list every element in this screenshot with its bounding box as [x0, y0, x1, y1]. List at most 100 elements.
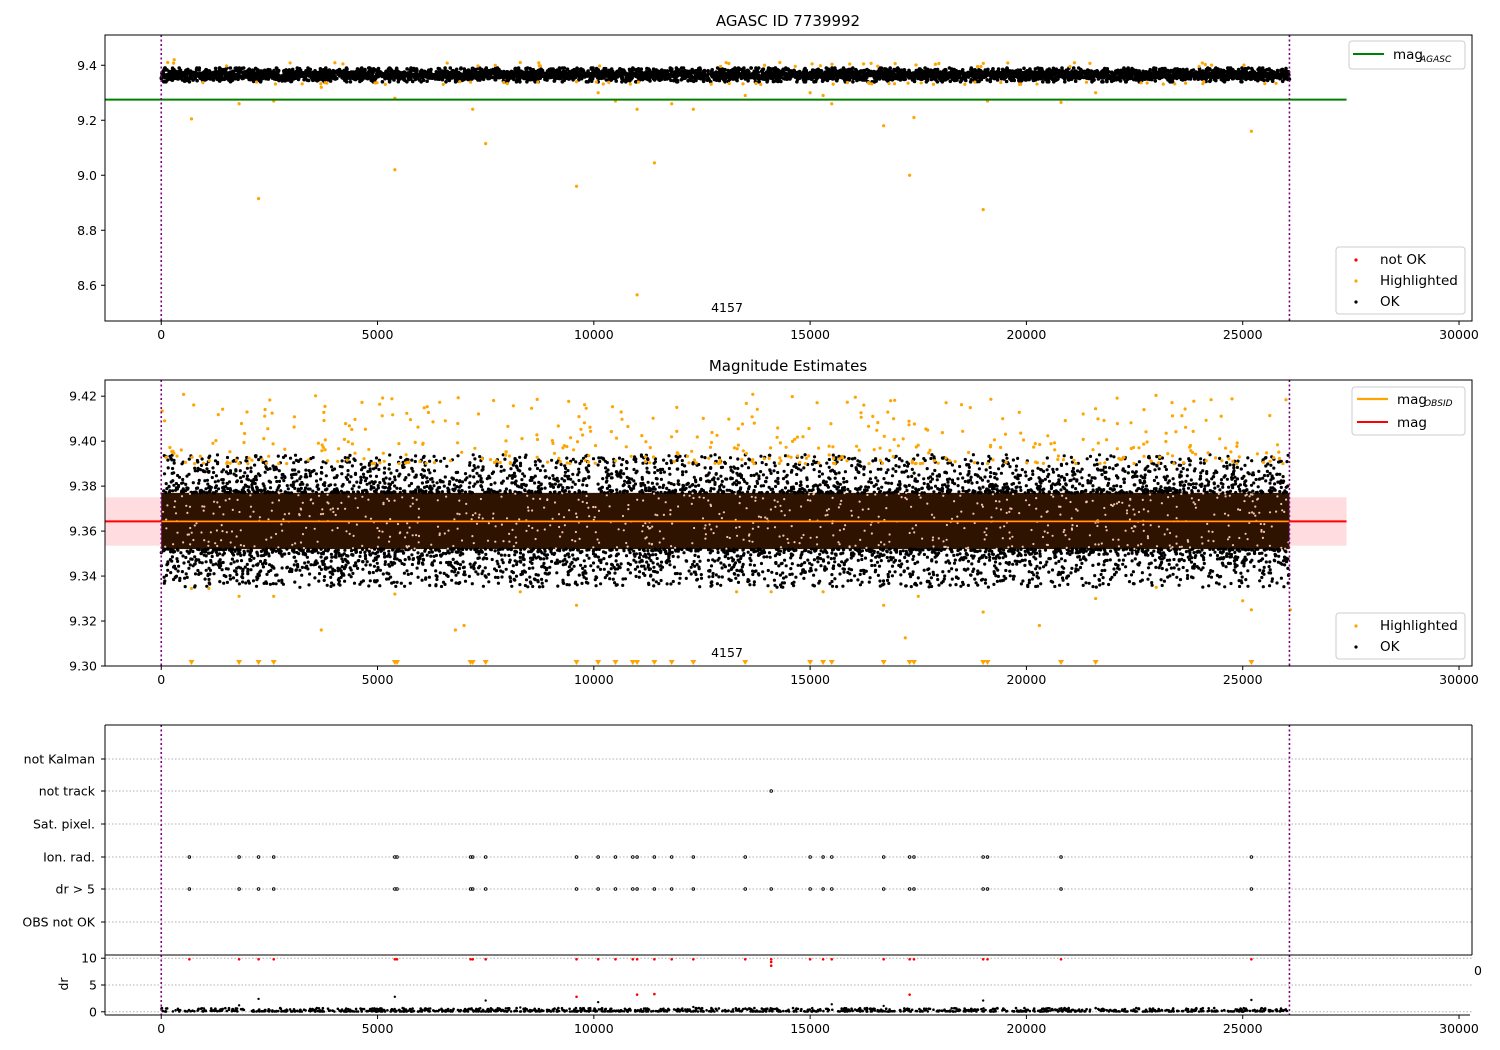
top-ok-point [1066, 70, 1071, 74]
top-ok-point [805, 71, 810, 76]
top-ok-point [679, 78, 684, 82]
top-ok-point [380, 80, 385, 84]
top-ok-point [1191, 72, 1196, 76]
top-ok-point [1057, 68, 1061, 73]
top-ok-point [522, 76, 527, 81]
top-ok-point [261, 73, 265, 77]
top-ok-point [759, 69, 764, 74]
top-ok-point [335, 70, 339, 74]
top-ok-point [614, 79, 618, 83]
top-ok-point [776, 71, 781, 76]
top-ok-point [821, 78, 825, 82]
top-ok-point [1274, 71, 1279, 75]
top-ok-point [706, 69, 710, 73]
top-ok-point [476, 78, 480, 82]
top-ok-point [1232, 75, 1236, 80]
top-ok-point [1004, 79, 1009, 84]
top-ok-point [359, 78, 364, 82]
top-ok-point [348, 80, 353, 84]
top-ok-point [1260, 68, 1265, 73]
top-ok-point [586, 69, 590, 73]
top-ok-point [203, 77, 207, 82]
top-ok-point [195, 78, 199, 83]
top-ok-point [848, 75, 852, 80]
top-ok-point [803, 68, 808, 73]
top-ok-point [230, 75, 234, 79]
top-ok-point [827, 70, 832, 74]
top-ok-point [172, 73, 177, 77]
top-ok-point [477, 73, 481, 77]
top-ok-point [1043, 73, 1047, 77]
top-ok-point [688, 76, 693, 80]
top-ok-point [986, 69, 990, 74]
top-ok-point [698, 66, 702, 70]
top-panel-title: AGASC ID 7739992 [716, 12, 860, 30]
top-ok-point [814, 74, 819, 78]
top-ok-point [939, 78, 943, 83]
top-ok-point [383, 76, 387, 81]
top-ok-point [1045, 80, 1049, 84]
top-ok-point [318, 69, 323, 74]
top-ok-point [755, 68, 759, 72]
top-ok-point [177, 66, 181, 70]
top-ok-point [307, 73, 311, 77]
top-ok-point [751, 75, 756, 79]
top-ok-point [1196, 76, 1201, 81]
top-ok-point [734, 74, 739, 79]
top-ok-point [561, 69, 566, 74]
top-ok-point [1118, 79, 1123, 83]
top-ok-point [448, 66, 453, 70]
top-ok-point [1022, 66, 1026, 71]
top-ok-point [1109, 79, 1114, 84]
top-ok-point [520, 73, 524, 78]
top-ok-point [332, 71, 336, 75]
top-ok-point [189, 76, 194, 81]
top-ok-point [786, 68, 791, 72]
top-ok-point [1270, 79, 1275, 83]
top-ok-point [1060, 66, 1064, 70]
top-ok-point [419, 69, 423, 74]
top-ok-point [1212, 68, 1216, 72]
top-ok-point [462, 67, 467, 71]
top-ok-point [443, 66, 447, 70]
top-ok-point [952, 74, 956, 78]
top-ok-point [267, 68, 272, 73]
top-ok-point [459, 67, 463, 71]
top-ok-point [318, 72, 323, 77]
top-ok-point [746, 71, 751, 76]
top-ok-point [1123, 73, 1127, 78]
top-ok-point [1052, 71, 1057, 75]
top-ok-point [902, 74, 906, 79]
top-ok-point [789, 74, 793, 79]
top-ok-point [484, 66, 489, 70]
top-ok-point [330, 75, 335, 79]
top-ok-point [586, 72, 590, 77]
top-ok-point [1158, 71, 1163, 75]
top-ok-point [1042, 76, 1047, 81]
top-ok-point [1132, 77, 1136, 82]
top-ok-point [1260, 72, 1264, 76]
top-ok-point [943, 68, 947, 72]
top-ok-point [990, 71, 995, 76]
top-ok-point [943, 77, 948, 82]
top-ok-point [557, 66, 562, 70]
top-ok-point [808, 74, 812, 79]
top-panel-plot-area: 0 5000 10000 15000 20000 25000 300008.68.89.09… [77, 35, 1479, 342]
top-ok-point [969, 78, 973, 82]
top-ok-point [1126, 66, 1130, 70]
top-ok-point [545, 78, 549, 82]
top-ok-point [396, 79, 401, 84]
top-ok-point [980, 71, 984, 75]
top-ok-point [244, 69, 249, 74]
top-ok-point [170, 66, 175, 70]
top-ok-point [524, 66, 528, 71]
agasc-magnitude-panel: AGASC ID 7739992 0 5000 10000 15000 20000 250… [77, 12, 1479, 342]
top-ok-point [723, 77, 728, 81]
top-ok-point [851, 80, 855, 84]
top-ok-point [1101, 80, 1105, 84]
top-ok-point [1255, 71, 1259, 76]
top-ok-point [834, 77, 838, 82]
top-ok-point [938, 70, 943, 74]
top-ok-point [973, 68, 977, 72]
